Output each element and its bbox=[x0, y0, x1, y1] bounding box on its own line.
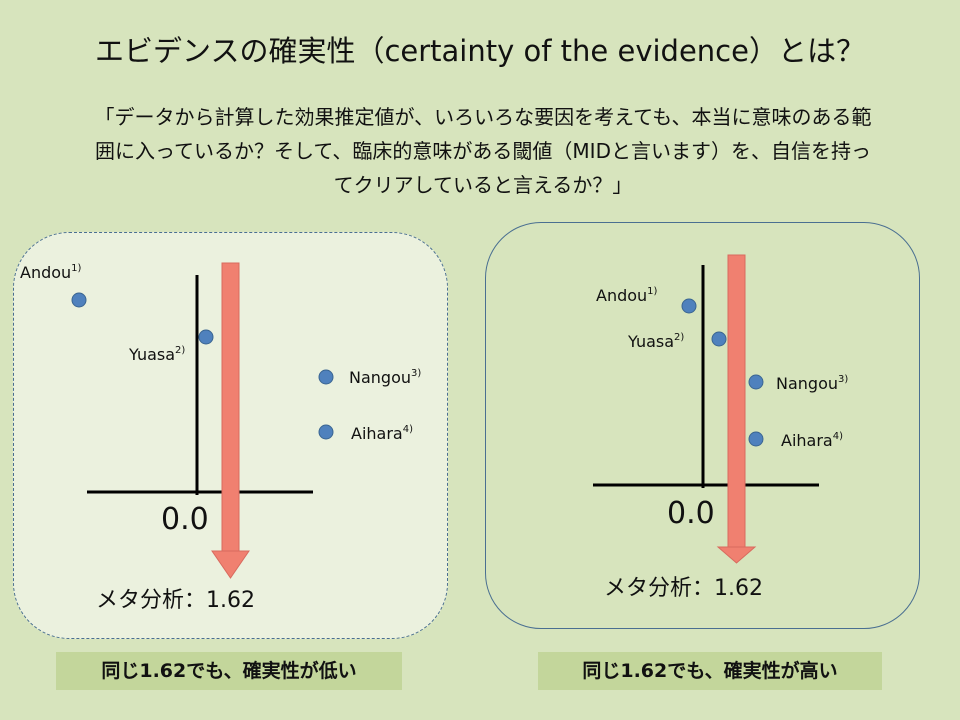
meta-analysis-label: メタ分析：1.62 bbox=[604, 576, 763, 601]
high-certainty-caption: 同じ1.62でも、確実性が高い bbox=[538, 652, 882, 690]
study-point bbox=[198, 329, 214, 345]
study-label: Yuasa2) bbox=[627, 332, 684, 351]
low-certainty-caption: 同じ1.62でも、確実性が低い bbox=[56, 652, 402, 690]
definition-quote: 「データから計算した効果推定値が、いろいろな要因を考えても、本当に意味のある範 … bbox=[22, 100, 944, 202]
meta-analysis-label: メタ分析：1.62 bbox=[96, 588, 255, 613]
study-point bbox=[681, 298, 697, 314]
study-point bbox=[748, 374, 764, 390]
quote-line-2: 囲に入っているか？そして、臨床的意味がある閾値（MIDと言います）を、自信を持っ bbox=[95, 139, 871, 163]
slide-title: エビデンスの確実性（certainty of the evidence）とは？ bbox=[95, 34, 865, 68]
study-label: Aihara4) bbox=[351, 424, 413, 443]
study-point bbox=[71, 292, 87, 308]
zero-label: 0.0 bbox=[161, 502, 209, 537]
study-point bbox=[711, 331, 727, 347]
study-label: Aihara4) bbox=[781, 431, 843, 450]
study-label: Nangou3) bbox=[349, 368, 421, 387]
low-certainty-panel: Andou1) Yuasa2) Nangou3) Aihara4) 0.0 メタ… bbox=[13, 232, 448, 639]
study-point bbox=[748, 431, 764, 447]
zero-label: 0.0 bbox=[667, 496, 715, 531]
study-label: Yuasa2) bbox=[128, 345, 185, 364]
high-certainty-diagram: Andou1) Yuasa2) Nangou3) Aihara4) 0.0 メタ… bbox=[593, 254, 848, 601]
high-certainty-panel: Andou1) Yuasa2) Nangou3) Aihara4) 0.0 メタ… bbox=[485, 222, 920, 629]
study-point bbox=[318, 369, 334, 385]
low-certainty-diagram: Andou1) Yuasa2) Nangou3) Aihara4) 0.0 メタ… bbox=[20, 262, 421, 613]
quote-line-3: てクリアしていると言えるか？」 bbox=[333, 173, 633, 197]
study-label: Andou1) bbox=[596, 286, 658, 305]
study-label: Nangou3) bbox=[776, 374, 848, 393]
study-point bbox=[318, 424, 334, 440]
meta-analysis-arrow bbox=[211, 262, 250, 579]
meta-analysis-arrow bbox=[716, 254, 757, 564]
quote-line-1: 「データから計算した効果推定値が、いろいろな要因を考えても、本当に意味のある範 bbox=[94, 105, 872, 129]
study-label: Andou1) bbox=[20, 263, 82, 282]
